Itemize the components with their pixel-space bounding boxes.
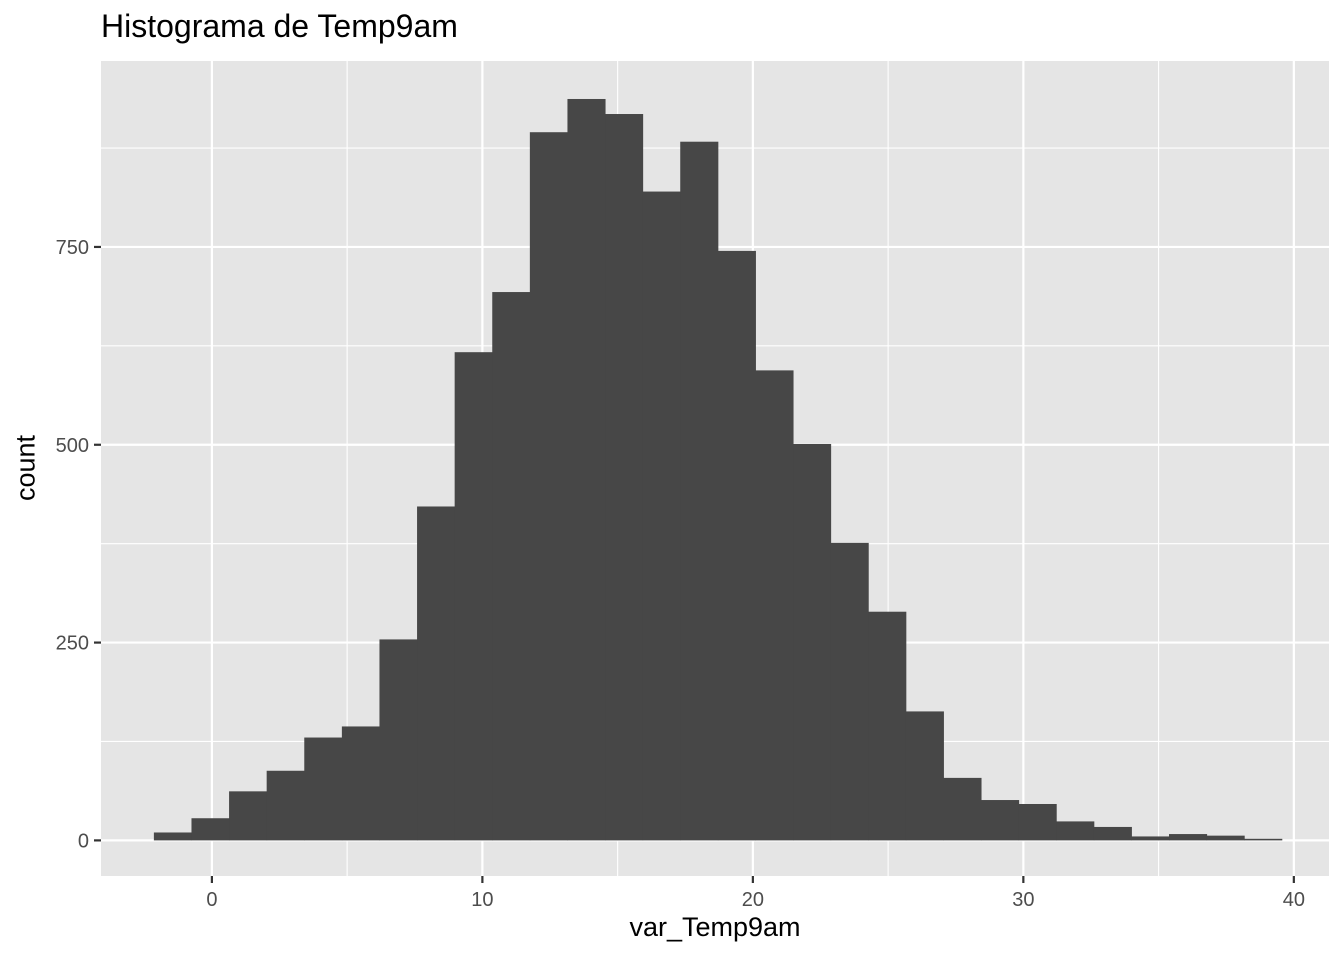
chart-title: Histograma de Temp9am bbox=[101, 8, 458, 44]
histogram-bar bbox=[755, 370, 794, 841]
y-tick-label: 250 bbox=[56, 633, 89, 655]
histogram-bar bbox=[1244, 838, 1283, 841]
x-axis-title: var_Temp9am bbox=[629, 912, 801, 942]
x-tick-label: 0 bbox=[206, 889, 217, 911]
histogram-bar bbox=[304, 737, 343, 841]
histogram-bar bbox=[379, 639, 418, 841]
y-tick-label: 500 bbox=[56, 435, 89, 457]
histogram-bar bbox=[793, 443, 832, 841]
y-axis-tick-labels: 0 250 500 750 bbox=[56, 237, 89, 852]
histogram-bar bbox=[905, 711, 944, 841]
x-tick-label: 20 bbox=[742, 889, 764, 911]
histogram-bar bbox=[191, 818, 230, 841]
histogram-bar bbox=[943, 777, 982, 841]
y-tick-label: 0 bbox=[78, 830, 89, 852]
histogram-bar bbox=[454, 352, 493, 841]
histogram-bar bbox=[1093, 826, 1132, 841]
histogram-bar bbox=[1206, 835, 1245, 841]
histogram-bar bbox=[1169, 834, 1208, 841]
x-tick-label: 40 bbox=[1283, 889, 1305, 911]
histogram-bar bbox=[1056, 821, 1095, 841]
histogram-bar bbox=[341, 726, 380, 841]
histogram-bar bbox=[981, 800, 1020, 841]
histogram-bar bbox=[266, 770, 305, 841]
y-tick-label: 750 bbox=[56, 237, 89, 259]
x-axis-tick-labels: 0 10 20 30 40 bbox=[206, 889, 1305, 911]
x-tick-label: 10 bbox=[471, 889, 493, 911]
histogram-bar bbox=[153, 832, 192, 841]
histogram-bar bbox=[868, 611, 907, 841]
histogram-bar bbox=[1018, 803, 1057, 841]
histogram-bar bbox=[417, 506, 456, 841]
histogram-bar bbox=[680, 141, 719, 841]
x-tick-label: 30 bbox=[1012, 889, 1034, 911]
histogram-bar bbox=[492, 292, 531, 841]
y-axis-title: count bbox=[10, 434, 41, 502]
axis-ticks bbox=[94, 245, 1295, 883]
histogram-bar bbox=[567, 98, 606, 841]
histogram-bar bbox=[642, 191, 681, 841]
histogram-bars bbox=[153, 98, 1283, 841]
histogram-bar bbox=[229, 791, 268, 841]
histogram-bar bbox=[1131, 836, 1170, 841]
histogram-bar bbox=[717, 250, 756, 841]
histogram-bar bbox=[830, 542, 869, 841]
histogram-bar bbox=[605, 114, 644, 841]
histogram-bar bbox=[529, 132, 568, 841]
